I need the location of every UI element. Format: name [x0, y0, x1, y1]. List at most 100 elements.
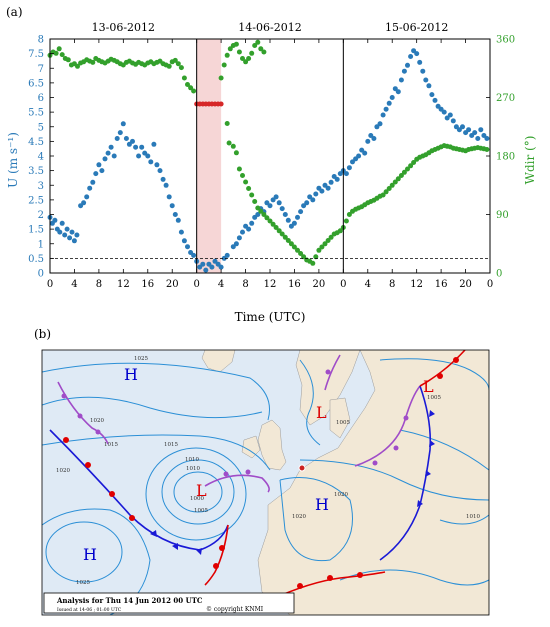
data-point: [398, 173, 404, 178]
data-point: [181, 238, 187, 244]
data-point: [401, 169, 407, 175]
data-point: [172, 57, 178, 63]
data-point: [252, 199, 258, 204]
data-point: [53, 50, 59, 56]
data-point: [365, 138, 371, 144]
isobar-label: 1020: [334, 492, 348, 498]
x-tick-label: 16: [141, 279, 154, 290]
data-point: [395, 89, 401, 95]
x-tick-label: 0: [47, 279, 53, 290]
data-point: [249, 220, 255, 226]
map-copyright: © copyright KNMI: [206, 606, 264, 613]
data-point: [200, 261, 206, 267]
data-point: [295, 214, 300, 220]
data-point: [423, 77, 429, 83]
data-point: [325, 185, 331, 191]
data-point: [175, 217, 181, 223]
data-point: [371, 136, 377, 141]
x-axis-label: Time (UTC): [235, 310, 306, 324]
data-point: [188, 85, 194, 91]
x-tick-label: 4: [365, 279, 371, 290]
data-point: [450, 118, 456, 124]
front-symbol: [325, 369, 331, 375]
x-tick-label: 4: [218, 279, 224, 290]
data-point: [255, 212, 261, 217]
data-point: [252, 43, 258, 48]
front-symbol: [213, 563, 219, 569]
data-point: [298, 251, 304, 256]
data-point: [163, 182, 169, 188]
data-point: [240, 229, 245, 235]
isobar-1015-south: [339, 569, 489, 586]
occluded-front-scand: [324, 354, 341, 391]
x-tick-label: 0: [193, 279, 199, 290]
data-point: [224, 252, 230, 258]
data-point: [249, 50, 255, 56]
data-point: [380, 112, 386, 118]
isobars: [42, 358, 489, 615]
isobar-label: 1005: [427, 395, 441, 401]
data-point: [307, 194, 313, 200]
data-point: [466, 127, 472, 133]
data-point: [319, 244, 325, 250]
front-symbol: [196, 548, 202, 555]
data-point: [444, 115, 450, 121]
x-tick-label: 12: [264, 279, 277, 290]
pressure-centers: H H H L L L: [83, 365, 434, 564]
data-point: [319, 188, 325, 194]
data-point: [87, 185, 93, 191]
data-point: [178, 65, 184, 71]
x-tick-label: 20: [459, 279, 472, 290]
right-tick-label: 90: [496, 210, 509, 221]
data-point: [414, 51, 420, 57]
x-tick-label: 16: [288, 279, 301, 290]
high-pressure-label: H: [83, 545, 97, 564]
map-issued: Issued at 14-06 ; 01:00 UTC: [57, 607, 122, 613]
occluded-front-low: [204, 474, 270, 493]
data-point: [172, 212, 178, 217]
front-symbol: [437, 373, 443, 379]
x-tick-label: 12: [410, 279, 423, 290]
data-point: [105, 150, 111, 156]
low-pressure-label: L: [316, 403, 327, 422]
isobar-label: 1010: [186, 466, 200, 472]
date-label: 14-06-2012: [238, 21, 301, 34]
data-point: [240, 56, 245, 61]
x-tick-label: 20: [313, 279, 326, 290]
data-point: [291, 244, 297, 250]
front-symbol: [63, 437, 69, 443]
data-point: [288, 241, 294, 247]
data-point: [398, 77, 404, 83]
data-point: [350, 159, 355, 165]
data-point: [209, 264, 215, 270]
data-point: [325, 238, 331, 243]
data-point: [69, 229, 75, 235]
data-point: [432, 97, 438, 103]
front-symbols: [61, 357, 459, 589]
data-point: [285, 238, 291, 243]
left-tick-label: 0.5: [28, 254, 44, 265]
isobar-1005-ne: [379, 358, 489, 391]
data-point: [71, 238, 77, 244]
high-pressure-label: H: [315, 495, 329, 514]
data-point: [401, 68, 407, 74]
data-point: [291, 220, 297, 226]
data-point: [295, 247, 300, 253]
high-pressure-label: H: [124, 365, 138, 384]
data-point: [65, 57, 71, 63]
data-point: [356, 153, 362, 159]
isobar-1015-west: [42, 434, 271, 471]
data-point: [328, 179, 334, 185]
data-point: [377, 121, 383, 127]
data-point: [148, 159, 154, 165]
data-point: [395, 176, 401, 182]
data-point: [310, 197, 316, 203]
data-point: [255, 39, 261, 45]
data-point: [475, 136, 481, 141]
data-point: [374, 124, 380, 130]
land-masses: [201, 350, 489, 615]
front-symbol: [429, 410, 435, 417]
data-point: [139, 144, 145, 150]
front-symbol: [129, 515, 135, 521]
data-point: [233, 150, 239, 156]
